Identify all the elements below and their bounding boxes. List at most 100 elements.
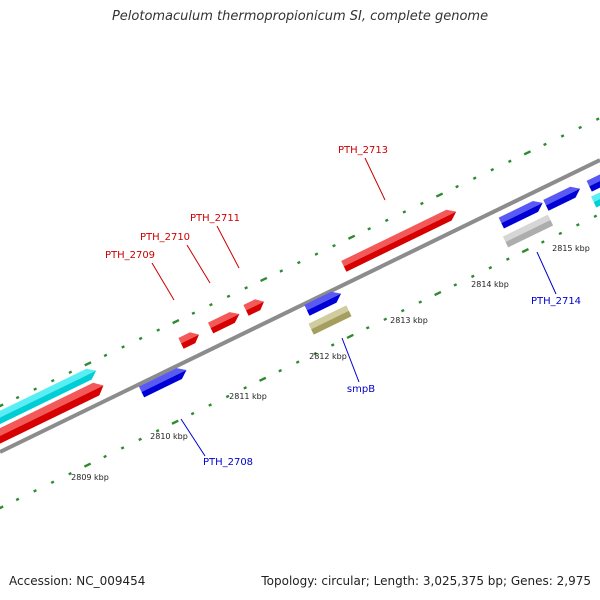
gene-pth_2708-arrow[interactable]	[138, 365, 189, 398]
upper-minor-tick	[402, 210, 407, 214]
gene-arrow-top	[0, 382, 104, 443]
leader-line-pth_2708	[180, 418, 206, 457]
kbp-label: 2810 kbp	[150, 432, 188, 441]
gene-arrow-top	[341, 209, 457, 267]
lower-minor-tick	[453, 283, 458, 287]
gene-feature-13[interactable]	[586, 170, 600, 192]
gene-arrow-top	[138, 368, 187, 392]
gene-feature-10[interactable]	[498, 198, 546, 229]
upper-minor-tick	[244, 286, 248, 290]
kbp-label: 2815 kbp	[552, 244, 590, 253]
lower-minor-tick	[575, 223, 580, 227]
gene-label-leaders	[151, 157, 557, 457]
leader-line-pth_2714	[536, 251, 557, 295]
gene-pth_2713-arrow[interactable]	[341, 206, 459, 272]
lower-minor-tick	[120, 446, 125, 450]
upper-minor-tick	[472, 176, 477, 180]
upper-minor-tick	[332, 243, 336, 248]
gene-arrow-top	[543, 186, 581, 206]
lower-major-tick	[171, 419, 179, 425]
gene-arrow-bottom	[181, 334, 199, 349]
gene-label-pth_2711[interactable]: PTH_2711	[190, 213, 240, 224]
gene-label-pth_2710[interactable]: PTH_2710	[140, 232, 190, 243]
lower-minor-tick	[50, 480, 55, 484]
gene-label-pth_2709[interactable]: PTH_2709	[105, 250, 155, 261]
upper-minor-tick	[15, 395, 20, 400]
kbp-label: 2809 kbp	[71, 473, 109, 482]
gene-pth_2711-arrow[interactable]	[243, 296, 266, 316]
gene-arrow-top	[207, 312, 240, 329]
lower-minor-tick	[330, 343, 335, 347]
gene-smpb-arrow[interactable]	[308, 305, 352, 335]
upper-minor-tick	[367, 227, 372, 231]
lower-minor-tick	[243, 386, 248, 390]
upper-major-tick	[435, 192, 444, 198]
gene-arrow-bottom	[246, 301, 264, 316]
kbp-label: 2814 kbp	[471, 280, 509, 289]
lower-major-tick	[521, 247, 529, 254]
upper-minor-tick	[560, 134, 565, 138]
upper-tick-track	[0, 117, 600, 408]
gene-feature-1[interactable]	[0, 365, 99, 431]
upper-minor-tick	[138, 336, 143, 341]
upper-major-tick	[347, 234, 356, 240]
upper-major-tick	[0, 403, 4, 408]
gene-feature-12[interactable]	[543, 183, 582, 211]
gene-arrow-top	[586, 173, 600, 187]
upper-major-tick	[260, 276, 268, 283]
upper-minor-tick	[209, 303, 213, 307]
upper-minor-tick	[226, 294, 231, 299]
upper-minor-tick	[455, 184, 459, 189]
gene-arrow-bottom	[0, 385, 104, 449]
lower-minor-tick	[365, 326, 370, 330]
gene-arrow-top	[178, 332, 199, 344]
gene-label-pth_2713[interactable]: PTH_2713	[338, 145, 388, 156]
lower-minor-tick	[505, 257, 510, 261]
leader-line-pth_2710	[186, 244, 211, 284]
gene-arrow-bottom	[545, 188, 581, 211]
kbp-tick-labels: 2809 kbp 2810 kbp 2811 kbp 2812 kbp 2813 kbp…	[71, 244, 590, 482]
lower-minor-tick	[295, 360, 300, 364]
upper-minor-tick	[420, 201, 424, 206]
gene-label-pth_2708[interactable]: PTH_2708	[203, 457, 253, 468]
genome-summary-text: Topology: circular; Length: 3,025,375 bp…	[261, 574, 591, 588]
lower-major-tick	[83, 462, 92, 468]
gene-arrow-bottom	[141, 370, 187, 398]
lower-minor-tick	[383, 317, 388, 321]
gene-feature-8[interactable]	[304, 288, 343, 316]
upper-major-tick	[523, 150, 532, 156]
gene-arrow-top	[308, 305, 349, 330]
upper-minor-tick	[578, 125, 583, 130]
gene-arrow-bottom	[505, 220, 554, 248]
gene-label-pth_2714[interactable]: PTH_2714	[531, 296, 581, 307]
gene-pth_2714-arrow[interactable]	[502, 214, 554, 248]
gene-arrow-bottom	[589, 175, 600, 192]
gene-arrow-top	[498, 201, 543, 224]
gene-feature-14[interactable]	[591, 191, 600, 208]
upper-minor-tick	[50, 378, 55, 383]
gene-arrow-top	[591, 192, 600, 203]
lower-major-tick	[0, 505, 4, 510]
gene-pth_2710-arrow[interactable]	[207, 309, 242, 334]
accession-text: Accession: NC_009454	[9, 574, 146, 588]
lower-minor-tick	[68, 471, 72, 476]
gene-arrow-bottom	[501, 202, 543, 229]
kbp-label: 2812 kbp	[309, 352, 347, 361]
gene-arrow-bottom	[210, 313, 240, 334]
lower-minor-tick	[488, 266, 493, 270]
gene-feature-2[interactable]	[0, 379, 107, 449]
leader-line-smpb	[341, 337, 360, 383]
upper-minor-tick	[595, 117, 600, 121]
kbp-label: 2811 kbp	[229, 392, 267, 401]
lower-minor-tick	[190, 411, 195, 416]
gene-arrow-top	[0, 368, 97, 426]
gene-pth_2709-arrow[interactable]	[178, 329, 201, 349]
upper-major-tick	[84, 361, 92, 367]
gene-label-smpb[interactable]: smpB	[347, 384, 375, 395]
lower-minor-tick	[313, 351, 318, 356]
leader-line-pth_2711	[216, 225, 240, 269]
leader-line-pth_2709	[151, 262, 175, 301]
upper-minor-tick	[507, 159, 512, 164]
